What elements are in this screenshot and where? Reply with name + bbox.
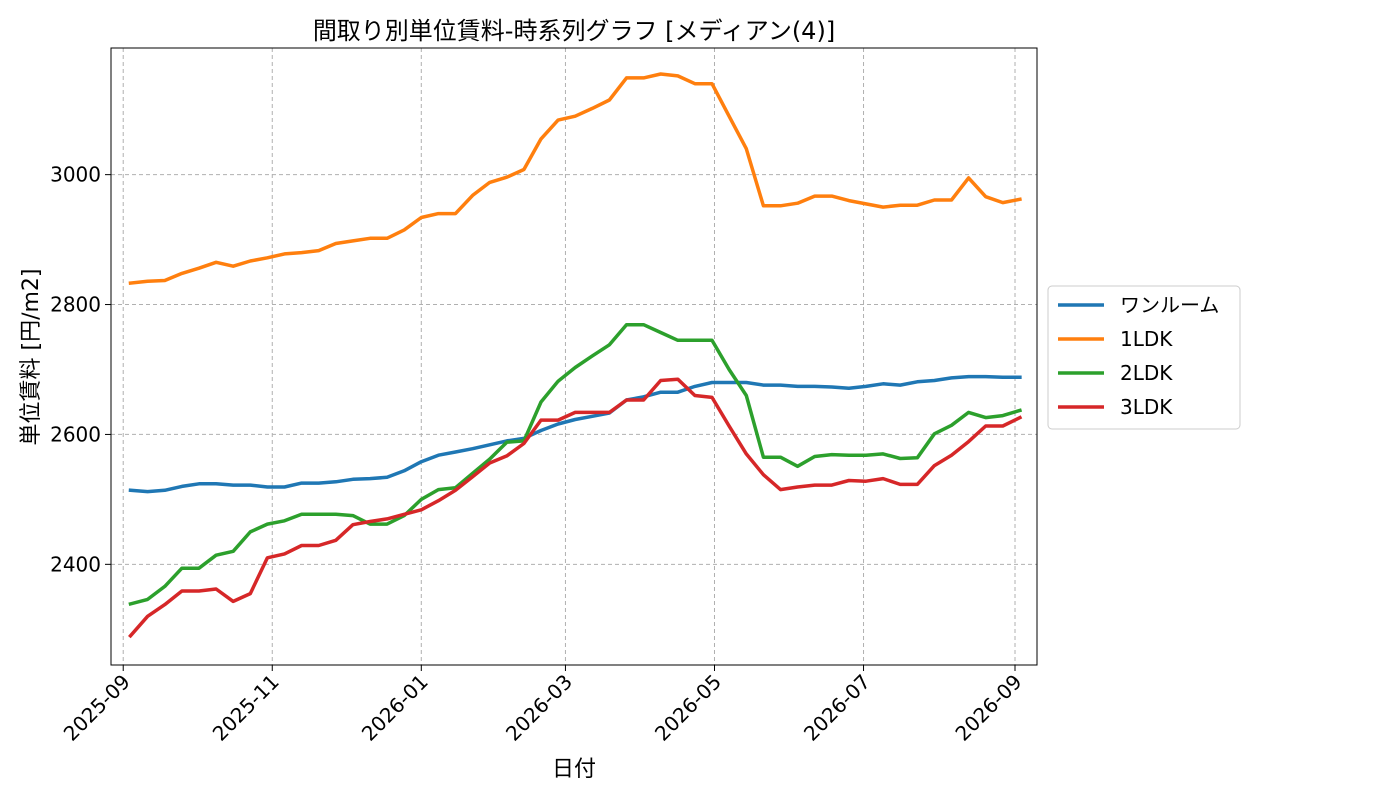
y-tick-label: 2800 — [50, 293, 101, 317]
plot-frame — [110, 47, 1038, 666]
x-tick-label: 2026-03 — [501, 670, 577, 746]
y-axis-title: 単位賃料 [円/m2] — [19, 269, 44, 446]
y-tick-label: 3000 — [50, 163, 101, 187]
x-tick-label: 2026-05 — [650, 670, 726, 746]
series-lines — [128, 72, 1023, 639]
series-line-1 — [128, 374, 1022, 494]
grid — [111, 48, 1037, 665]
legend-label: 2LDK — [1120, 361, 1173, 385]
x-tick-label: 2025-09 — [59, 670, 135, 746]
series-line-2 — [128, 72, 1022, 286]
x-tick-label: 2026-09 — [950, 670, 1026, 746]
legend-label: 3LDK — [1120, 395, 1173, 419]
series-line-3 — [128, 322, 1023, 607]
legend-box — [1047, 285, 1241, 430]
y-tick-label: 2600 — [50, 422, 101, 446]
y-tick-label: 2400 — [50, 552, 101, 576]
legend-label: ワンルーム — [1120, 293, 1219, 317]
x-axis-title: 日付 — [552, 757, 596, 782]
x-tick-label: 2026-01 — [357, 670, 433, 746]
legend: ワンルーム 1LDK 2LDK 3LDK — [1047, 285, 1241, 430]
legend-label: 1LDK — [1120, 327, 1173, 351]
y-axis: 2400 2600 2800 3000 — [50, 163, 111, 576]
x-axis: 2025-09 2025-11 2026-01 2026-03 2026-05 2026-… — [59, 665, 1027, 746]
chart-title: 間取り別単位賃料-時系列グラフ [メディアン(4)] — [313, 17, 835, 45]
plot-background — [111, 48, 1037, 665]
x-tick-label: 2026-07 — [799, 670, 875, 746]
x-tick-label: 2025-11 — [208, 670, 284, 746]
series-line-4 — [128, 377, 1023, 639]
